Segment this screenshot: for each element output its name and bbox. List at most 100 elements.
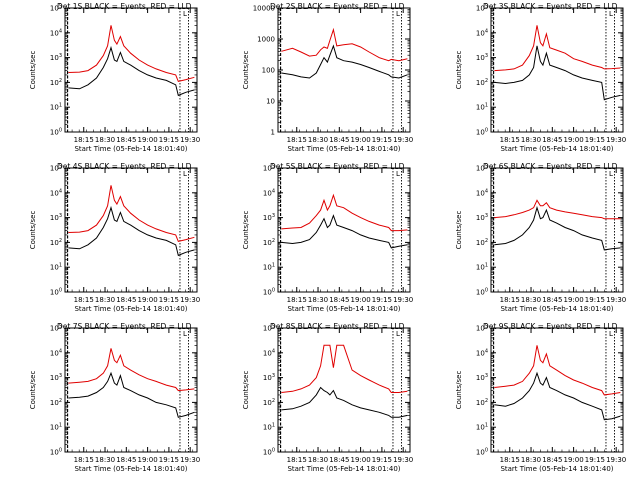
x-tick-label: 18:30: [95, 136, 115, 144]
x-tick-label: 19:30: [606, 136, 626, 144]
plot-frame: [64, 327, 198, 453]
x-tick-label: 18:15: [287, 296, 307, 304]
x-axis-label: Start Time (05-Feb-14 18:01:40): [74, 465, 187, 473]
plot-frame: [64, 7, 198, 133]
y-tick-label: 100: [50, 448, 62, 457]
series-line-events: [494, 45, 621, 101]
x-tick-label: 18:45: [329, 456, 349, 464]
chart-panel-3: Det 3S BLACK = Events, RED = LLD 100 101 10…: [455, 2, 626, 153]
x-tick-label: 19:00: [138, 456, 158, 464]
plot-frame: [277, 167, 411, 293]
chart-title: Det 7S BLACK = Events, RED = LLD: [57, 322, 192, 331]
x-tick-label: 19:15: [159, 296, 179, 304]
y-tick-label: 104: [50, 28, 62, 37]
series-line-events: [68, 371, 195, 418]
x-tick-label: 19:15: [372, 456, 392, 464]
corner-marker-label: L: [183, 330, 187, 338]
y-axis-label: Counts/sec: [29, 51, 37, 90]
y-tick-label: 105: [476, 4, 488, 13]
x-tick-label: 18:15: [74, 136, 94, 144]
series-line-events: [281, 214, 408, 249]
y-tick-label: 10: [266, 98, 275, 106]
y-tick-label: 100: [476, 128, 488, 137]
chart-title: Det 1S BLACK = Events, RED = LLD: [57, 2, 192, 11]
x-tick-label: 18:15: [74, 456, 94, 464]
x-tick-label: 18:45: [329, 136, 349, 144]
corner-marker-label: L: [183, 10, 187, 18]
chart-panel-6: Det 6S BLACK = Events, RED = LLD 100 101 10…: [455, 162, 626, 313]
y-tick-label: 105: [50, 4, 62, 13]
series-line-events: [494, 205, 621, 251]
series-line-lld: [281, 344, 408, 393]
chart-title: Det 8S BLACK = Events, RED = LLD: [270, 322, 405, 331]
x-tick-label: 19:00: [351, 136, 371, 144]
y-tick-label: 104: [476, 28, 488, 37]
y-tick-label: 104: [476, 188, 488, 197]
y-tick-label: 100: [262, 67, 275, 75]
x-tick-label: 18:30: [521, 456, 541, 464]
x-tick-label: 19:00: [564, 296, 584, 304]
series-line-lld: [281, 193, 408, 232]
x-tick-label: 18:45: [116, 456, 136, 464]
y-tick-label: 102: [476, 398, 488, 407]
y-tick-label: 104: [263, 188, 275, 197]
y-tick-label: 101: [50, 423, 62, 432]
x-tick-label: 18:45: [542, 296, 562, 304]
chart-panel-7: Det 7S BLACK = Events, RED = LLD 100 101 10…: [29, 322, 200, 473]
x-tick-label: 19:30: [180, 456, 200, 464]
y-tick-label: 105: [476, 164, 488, 173]
x-tick-label: 18:15: [500, 456, 520, 464]
plot-frame: [277, 327, 411, 453]
chart-title: Det 4S BLACK = Events, RED = LLD: [57, 162, 192, 171]
x-tick-label: 19:15: [372, 136, 392, 144]
corner-marker-label: L: [396, 10, 400, 18]
y-tick-label: 100: [263, 448, 275, 457]
x-axis-label: Start Time (05-Feb-14 18:01:40): [287, 305, 400, 313]
y-tick-label: 104: [50, 348, 62, 357]
y-tick-label: 103: [476, 53, 488, 62]
y-tick-label: 103: [263, 373, 275, 382]
y-tick-label: 104: [263, 348, 275, 357]
x-tick-label: 19:00: [564, 456, 584, 464]
y-tick-label: 105: [263, 164, 275, 173]
chart-title: Det 5S BLACK = Events, RED = LLD: [270, 162, 405, 171]
corner-marker-label: L: [609, 10, 613, 18]
y-tick-label: 101: [476, 423, 488, 432]
x-tick-label: 19:00: [351, 456, 371, 464]
x-tick-label: 18:30: [95, 456, 115, 464]
series-line-lld: [494, 25, 621, 72]
x-tick-label: 18:30: [308, 296, 328, 304]
y-tick-label: 10000: [253, 5, 275, 13]
y-tick-label: 105: [50, 324, 62, 333]
y-axis-label: Counts/sec: [455, 371, 463, 410]
plot-frame: [64, 167, 198, 293]
series-line-lld: [68, 185, 195, 242]
y-tick-label: 102: [50, 398, 62, 407]
chart-panel-1: Det 1S BLACK = Events, RED = LLD 100 101 10…: [29, 2, 200, 153]
x-tick-label: 18:45: [542, 456, 562, 464]
x-tick-label: 18:30: [308, 136, 328, 144]
x-tick-label: 18:15: [500, 296, 520, 304]
series-line-lld: [494, 199, 621, 220]
y-tick-label: 1: [271, 129, 275, 137]
y-axis-label: Counts/sec: [242, 51, 250, 90]
x-tick-label: 19:15: [159, 456, 179, 464]
chart-title: Det 2S BLACK = Events, RED = LLD: [270, 2, 405, 11]
chart-panel-5: Det 5S BLACK = Events, RED = LLD 100 101 10…: [242, 162, 413, 313]
y-tick-label: 102: [50, 238, 62, 247]
series-line-events: [68, 45, 195, 97]
y-tick-label: 1000: [257, 36, 275, 44]
series-line-lld: [494, 345, 621, 396]
x-tick-label: 18:15: [74, 296, 94, 304]
y-tick-label: 105: [476, 324, 488, 333]
x-tick-label: 19:30: [606, 456, 626, 464]
y-axis-label: Counts/sec: [242, 211, 250, 250]
y-tick-label: 102: [50, 78, 62, 87]
y-axis-label: Counts/sec: [29, 371, 37, 410]
corner-marker-label: L: [609, 330, 613, 338]
plot-frame: [490, 327, 624, 453]
y-tick-label: 102: [476, 78, 488, 87]
x-tick-label: 18:30: [521, 136, 541, 144]
x-tick-label: 18:30: [308, 456, 328, 464]
chart-panel-8: Det 8S BLACK = Events, RED = LLD 100 101 10…: [242, 322, 413, 473]
